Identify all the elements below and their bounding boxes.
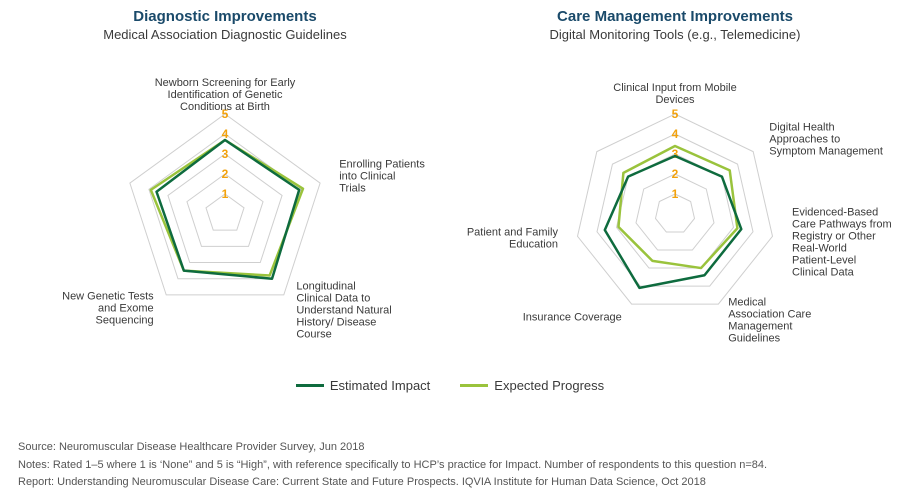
svg-text:LongitudinalClinical Data toUn: LongitudinalClinical Data toUnderstand N… bbox=[296, 280, 391, 340]
svg-text:Evidenced-BasedCare Pathways f: Evidenced-BasedCare Pathways fromRegistr… bbox=[792, 206, 892, 278]
footer: Source: Neuromuscular Disease Healthcare… bbox=[18, 439, 882, 492]
svg-text:Newborn Screening for EarlyIde: Newborn Screening for EarlyIdentificatio… bbox=[155, 77, 296, 113]
legend-label-progress: Expected Progress bbox=[494, 378, 604, 393]
charts-row: Diagnostic Improvements Medical Associat… bbox=[0, 0, 900, 376]
svg-text:3: 3 bbox=[672, 147, 679, 161]
legend-progress: Expected Progress bbox=[460, 378, 604, 393]
left-title: Diagnostic Improvements bbox=[133, 8, 316, 25]
left-subtitle: Medical Association Diagnostic Guideline… bbox=[103, 27, 347, 42]
footer-report: Report: Understanding Neuromuscular Dise… bbox=[18, 474, 882, 492]
svg-text:Enrolling Patientsinto Clinica: Enrolling Patientsinto ClinicalTrials bbox=[339, 159, 425, 195]
svg-text:Digital HealthApproaches toSym: Digital HealthApproaches toSymptom Manag… bbox=[769, 121, 883, 157]
svg-text:4: 4 bbox=[672, 127, 679, 141]
legend-impact: Estimated Impact bbox=[296, 378, 430, 393]
right-radar: 1 2 3 4 5Clinical Input from MobileDevices Di… bbox=[455, 46, 895, 376]
svg-text:3: 3 bbox=[222, 147, 229, 161]
svg-text:5: 5 bbox=[672, 107, 679, 121]
legend-swatch-impact bbox=[296, 384, 324, 387]
right-subtitle: Digital Monitoring Tools (e.g., Telemedi… bbox=[550, 27, 801, 42]
svg-text:1: 1 bbox=[672, 187, 679, 201]
svg-text:Insurance Coverage: Insurance Coverage bbox=[523, 311, 622, 323]
footer-notes: Notes: Rated 1–5 where 1 is ‘None” and 5… bbox=[18, 457, 882, 475]
svg-text:Patient and FamilyEducation: Patient and FamilyEducation bbox=[467, 226, 559, 250]
legend-swatch-progress bbox=[460, 384, 488, 387]
right-panel: Care Management Improvements Digital Mon… bbox=[455, 8, 895, 376]
right-title: Care Management Improvements bbox=[557, 8, 793, 25]
left-panel: Diagnostic Improvements Medical Associat… bbox=[5, 8, 445, 376]
svg-text:2: 2 bbox=[222, 167, 229, 181]
legend-label-impact: Estimated Impact bbox=[330, 378, 430, 393]
svg-text:2: 2 bbox=[672, 167, 679, 181]
svg-text:MedicalAssociation CareManagem: MedicalAssociation CareManagementGuideli… bbox=[728, 296, 811, 344]
figure: Diagnostic Improvements Medical Associat… bbox=[0, 0, 900, 504]
svg-text:New Genetic Testsand ExomeSequ: New Genetic Testsand ExomeSequencing bbox=[62, 290, 154, 326]
footer-source: Source: Neuromuscular Disease Healthcare… bbox=[18, 439, 882, 457]
svg-text:Clinical Input from MobileDevi: Clinical Input from MobileDevices bbox=[613, 82, 737, 106]
legend: Estimated Impact Expected Progress bbox=[0, 378, 900, 393]
left-radar: 12345Newborn Screening for EarlyIdentifi… bbox=[5, 46, 445, 376]
svg-text:1: 1 bbox=[222, 187, 229, 201]
